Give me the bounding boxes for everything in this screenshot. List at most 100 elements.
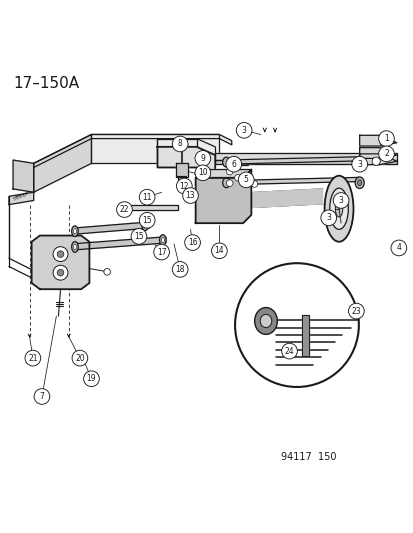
Ellipse shape <box>222 178 230 188</box>
Circle shape <box>236 123 252 138</box>
Polygon shape <box>359 154 396 165</box>
Text: 15: 15 <box>134 232 143 241</box>
Circle shape <box>72 350 88 366</box>
Circle shape <box>131 229 146 244</box>
Circle shape <box>226 180 233 187</box>
Polygon shape <box>195 169 251 223</box>
Polygon shape <box>128 205 178 209</box>
Circle shape <box>153 244 169 260</box>
Polygon shape <box>301 315 308 356</box>
Circle shape <box>172 136 188 152</box>
Text: 16: 16 <box>187 238 197 247</box>
Ellipse shape <box>260 314 271 328</box>
Ellipse shape <box>74 229 76 234</box>
Circle shape <box>104 269 110 275</box>
Ellipse shape <box>159 235 166 246</box>
Polygon shape <box>157 147 215 176</box>
Circle shape <box>116 201 132 217</box>
Polygon shape <box>31 236 89 289</box>
Text: 14: 14 <box>214 246 224 255</box>
Circle shape <box>182 188 198 204</box>
Circle shape <box>195 150 210 166</box>
Circle shape <box>57 251 64 257</box>
Ellipse shape <box>222 157 230 167</box>
Text: 22: 22 <box>119 205 129 214</box>
Text: 3: 3 <box>241 126 246 135</box>
Polygon shape <box>13 160 33 192</box>
Text: 15: 15 <box>142 216 152 225</box>
Circle shape <box>235 263 358 387</box>
Circle shape <box>390 240 406 256</box>
Polygon shape <box>359 135 396 146</box>
Circle shape <box>348 303 363 319</box>
Text: 23: 23 <box>351 306 360 316</box>
Text: 5: 5 <box>243 175 248 184</box>
Text: 8: 8 <box>177 140 182 149</box>
Text: 7: 7 <box>39 392 44 401</box>
Polygon shape <box>223 177 359 185</box>
Text: 11: 11 <box>142 193 152 201</box>
Circle shape <box>139 189 154 205</box>
Polygon shape <box>91 134 219 163</box>
Polygon shape <box>215 153 396 160</box>
Ellipse shape <box>143 223 146 228</box>
Ellipse shape <box>71 241 78 252</box>
Text: 19: 19 <box>86 374 96 383</box>
Polygon shape <box>33 134 231 167</box>
Text: 18: 18 <box>175 265 185 274</box>
Polygon shape <box>178 176 186 186</box>
Polygon shape <box>73 237 165 250</box>
Polygon shape <box>9 192 33 205</box>
Text: 13: 13 <box>185 191 195 200</box>
Ellipse shape <box>357 180 361 185</box>
Circle shape <box>320 210 336 225</box>
Polygon shape <box>242 189 322 208</box>
Polygon shape <box>33 134 91 192</box>
Text: 21: 21 <box>28 353 38 362</box>
Ellipse shape <box>354 156 363 168</box>
Circle shape <box>199 162 206 169</box>
Text: 10: 10 <box>197 168 207 177</box>
Polygon shape <box>223 157 359 164</box>
Text: 3: 3 <box>338 196 343 205</box>
Ellipse shape <box>329 188 347 229</box>
Ellipse shape <box>324 176 353 242</box>
Circle shape <box>225 156 241 172</box>
Circle shape <box>211 243 227 259</box>
Ellipse shape <box>161 237 164 243</box>
Polygon shape <box>195 169 251 178</box>
Text: 9: 9 <box>200 154 205 163</box>
Circle shape <box>380 151 388 159</box>
Circle shape <box>226 168 233 175</box>
Circle shape <box>25 350 40 366</box>
Circle shape <box>53 265 68 280</box>
Circle shape <box>251 181 257 187</box>
Circle shape <box>172 262 188 277</box>
Circle shape <box>34 389 50 405</box>
Circle shape <box>184 235 200 251</box>
Circle shape <box>195 165 210 181</box>
Text: 94117  150: 94117 150 <box>280 453 336 463</box>
Circle shape <box>378 131 393 147</box>
Polygon shape <box>215 160 396 164</box>
Ellipse shape <box>335 200 342 217</box>
Polygon shape <box>176 163 188 176</box>
Circle shape <box>380 139 388 147</box>
Circle shape <box>238 172 254 188</box>
Text: 6: 6 <box>231 160 236 168</box>
Ellipse shape <box>357 159 361 165</box>
Circle shape <box>53 247 68 262</box>
Text: 4: 4 <box>396 244 400 253</box>
Circle shape <box>139 213 154 228</box>
Circle shape <box>176 178 192 194</box>
Text: 20: 20 <box>75 353 85 362</box>
Polygon shape <box>359 148 396 158</box>
Text: 2: 2 <box>383 149 388 158</box>
Ellipse shape <box>71 226 78 237</box>
Circle shape <box>195 171 200 177</box>
Circle shape <box>281 343 297 359</box>
Ellipse shape <box>74 244 76 249</box>
Circle shape <box>371 157 380 165</box>
Ellipse shape <box>142 220 148 231</box>
Circle shape <box>83 371 99 386</box>
